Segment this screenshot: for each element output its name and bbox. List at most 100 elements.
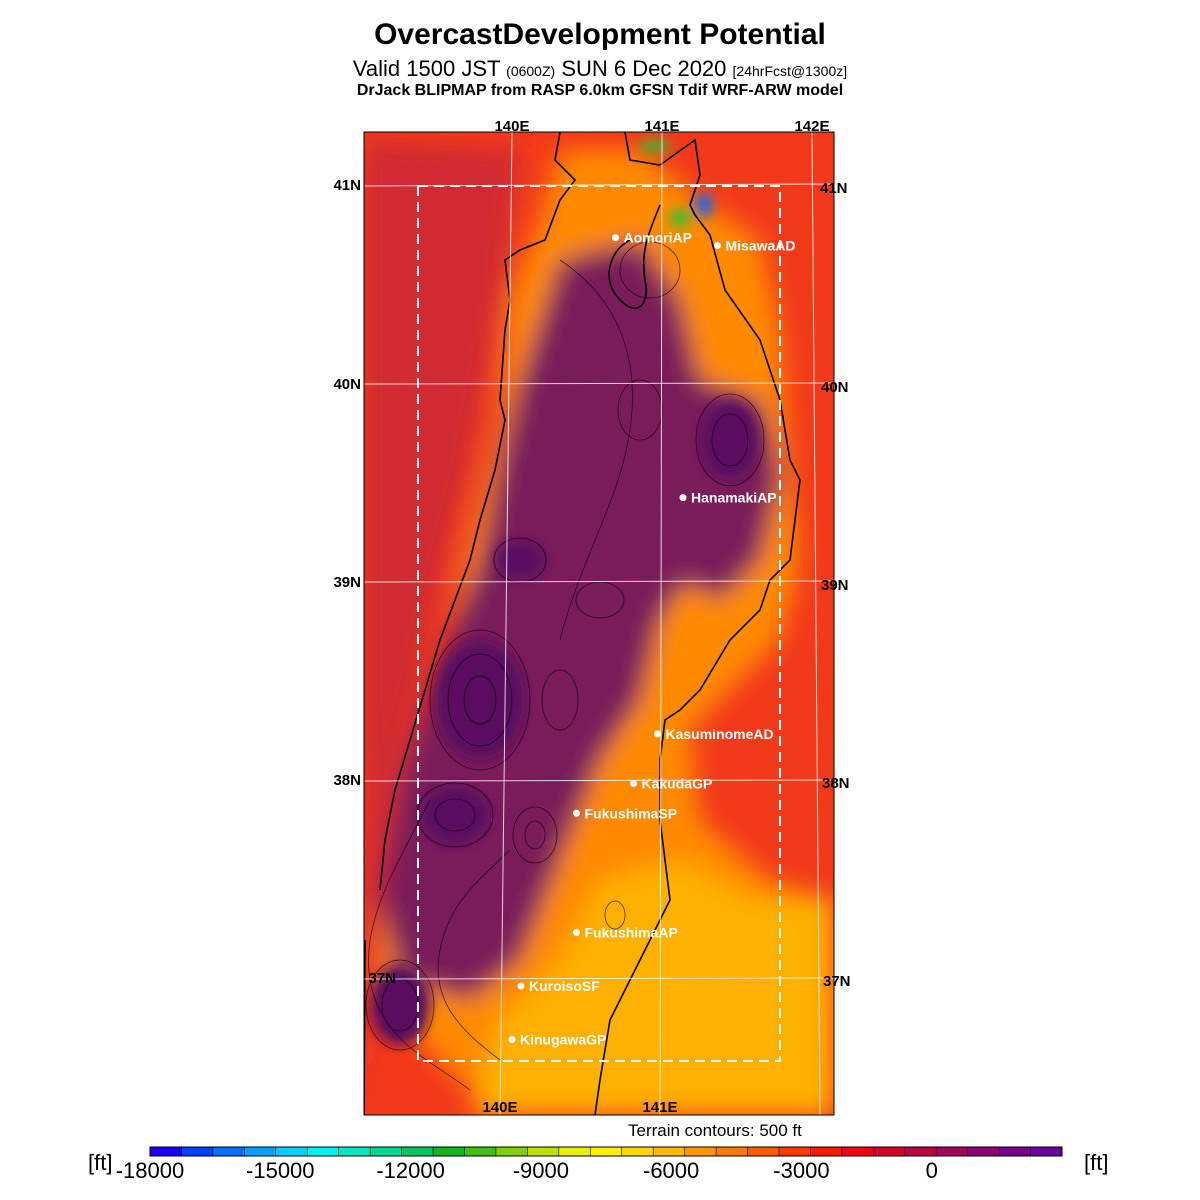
bottom-longitude-labels: 140E 141E bbox=[482, 1099, 677, 1116]
lat-label-right-38: 38N bbox=[822, 775, 850, 792]
valid-time: Valid 1500 JST bbox=[352, 56, 501, 81]
terrain-contours bbox=[365, 241, 765, 1091]
utc-time: (0600Z) bbox=[506, 63, 556, 79]
lat-label-right-39: 39N bbox=[821, 577, 849, 594]
colorbar-swatch bbox=[716, 1147, 749, 1156]
colorbar-unit-left: [ft] bbox=[88, 1150, 113, 1175]
colorbar-swatch bbox=[621, 1147, 654, 1156]
map-subtitle: Valid 1500 JST (0600Z) SUN 6 Dec 2020 [2… bbox=[0, 56, 1200, 82]
colorbar-swatch bbox=[464, 1147, 497, 1156]
station-label: KinugawaGP bbox=[520, 1032, 606, 1048]
deep-field-1 bbox=[435, 640, 525, 760]
station-dot[interactable] bbox=[714, 242, 721, 250]
top-longitude-labels: 140E 141E 142E bbox=[494, 118, 829, 135]
colorbar-swatch bbox=[338, 1147, 371, 1156]
colorbar-swatch bbox=[495, 1147, 528, 1156]
colorbar-swatch bbox=[558, 1147, 591, 1156]
lat-label-left-41: 41N bbox=[333, 177, 361, 194]
deep-field-4 bbox=[700, 400, 760, 480]
terrain-contours-label: Terrain contours: 500 ft bbox=[628, 1121, 802, 1140]
colorbar-swatch bbox=[810, 1147, 843, 1156]
colorbar-swatch bbox=[433, 1147, 465, 1156]
colorbar-swatch bbox=[747, 1147, 780, 1156]
high-field-green-1 bbox=[639, 140, 671, 152]
right-latitude-labels: 41N 40N 39N 38N 37N bbox=[820, 180, 851, 990]
colorbar-tick-label: -12000 bbox=[376, 1158, 445, 1183]
colorbar-swatch bbox=[1030, 1147, 1063, 1156]
station-label: MisawaAD bbox=[726, 238, 796, 254]
lat-label-right-41: 41N bbox=[820, 180, 848, 197]
colorbar-swatch bbox=[841, 1147, 874, 1156]
station-dot[interactable] bbox=[573, 928, 580, 936]
station-markers: AomoriAP MisawaAD HanamakiAP KasuminomeAD Ka… bbox=[508, 230, 796, 1048]
colorbar-swatch bbox=[370, 1147, 403, 1156]
station-dot[interactable] bbox=[679, 494, 687, 502]
lat-label-left-39: 39N bbox=[333, 574, 361, 591]
station-label: AomoriAP bbox=[624, 230, 692, 246]
map-title: OvercastDevelopment Potential bbox=[374, 18, 826, 51]
lon-label-bottom-141: 141E bbox=[642, 1099, 677, 1116]
lon-label-top-141: 141E bbox=[644, 118, 679, 135]
model-credit: DrJack BLIPMAP from RASP 6.0km GFSN Tdif… bbox=[356, 82, 844, 99]
colorbar-swatch bbox=[150, 1147, 182, 1156]
inner-domain-box bbox=[417, 185, 781, 1062]
high-field-green-2 bbox=[670, 209, 690, 227]
colorbar-swatch bbox=[967, 1147, 1000, 1156]
valid-date: SUN 6 Dec 2020 bbox=[561, 56, 727, 81]
colorbar-tick-label: -18000 bbox=[116, 1158, 185, 1183]
colorbar-swatch bbox=[590, 1147, 623, 1156]
lat-label-left-40: 40N bbox=[333, 376, 361, 393]
colorbar-swatch bbox=[244, 1147, 277, 1156]
land-field-south-plain bbox=[470, 860, 834, 1115]
lat-label-right-40: 40N bbox=[821, 379, 849, 396]
high-field-blue-1 bbox=[696, 193, 712, 217]
colorbar-frame bbox=[149, 1146, 1063, 1157]
deep-field-5 bbox=[495, 540, 545, 580]
station-dot[interactable] bbox=[630, 779, 637, 787]
station-dot[interactable] bbox=[654, 730, 661, 738]
colorbar-swatch bbox=[873, 1147, 906, 1156]
left-latitude-labels: 41N 40N 39N 38N 37N bbox=[333, 177, 396, 987]
colorbar-tick-label: 0 bbox=[926, 1158, 938, 1183]
colorbar-unit-right: [ft] bbox=[1084, 1150, 1109, 1175]
colorbar-swatch bbox=[904, 1147, 937, 1156]
lat-label-right-37: 37N bbox=[823, 973, 851, 990]
map-frame bbox=[363, 131, 835, 1116]
colorbar-swatch bbox=[684, 1147, 717, 1156]
station-label: KakudaGP bbox=[642, 775, 713, 791]
colorbar-swatch bbox=[999, 1147, 1032, 1156]
field-layer bbox=[364, 132, 834, 1115]
station-dot[interactable] bbox=[517, 982, 525, 990]
station-label: KuroisoSF bbox=[529, 978, 600, 994]
colorbar-swatch bbox=[307, 1147, 340, 1156]
colorbar-swatch bbox=[653, 1147, 686, 1156]
station-label: FukushimaAP bbox=[585, 924, 678, 940]
station-label: HanamakiAP bbox=[691, 490, 777, 506]
colorbar-swatch bbox=[401, 1147, 434, 1156]
colorbar-swatch bbox=[936, 1147, 969, 1156]
colorbar-tick-label: -9000 bbox=[513, 1158, 569, 1183]
lon-label-top-142: 142E bbox=[794, 118, 829, 135]
station-dot[interactable] bbox=[612, 234, 619, 242]
station-dot[interactable] bbox=[573, 809, 580, 817]
colorbar-swatch bbox=[181, 1147, 214, 1156]
forecast-info: [24hrFcst@1300z] bbox=[732, 63, 848, 79]
colorbar-tick-label: -6000 bbox=[643, 1158, 699, 1183]
lon-label-top-140: 140E bbox=[494, 118, 529, 135]
colorbar-swatch bbox=[778, 1147, 811, 1156]
station-dot[interactable] bbox=[508, 1036, 516, 1044]
colorbar-tick-label: -15000 bbox=[246, 1158, 315, 1183]
station-label: KasuminomeAD bbox=[666, 726, 774, 742]
colorbar-tick-label: -3000 bbox=[773, 1158, 829, 1183]
colorbar: -18000 -15000 -12000 -9000 -6000 -3000 0 bbox=[116, 1146, 1063, 1183]
lat-label-left-37: 37N bbox=[368, 970, 396, 987]
station-label: FukushimaSP bbox=[585, 805, 678, 821]
colorbar-swatch bbox=[212, 1147, 245, 1156]
graticule bbox=[363, 131, 835, 1116]
lon-label-bottom-140: 140E bbox=[482, 1099, 517, 1116]
deep-field-2 bbox=[420, 785, 490, 845]
colorbar-swatch bbox=[275, 1147, 308, 1156]
colorbar-swatch bbox=[527, 1147, 560, 1156]
deep-field-3 bbox=[370, 965, 430, 1045]
